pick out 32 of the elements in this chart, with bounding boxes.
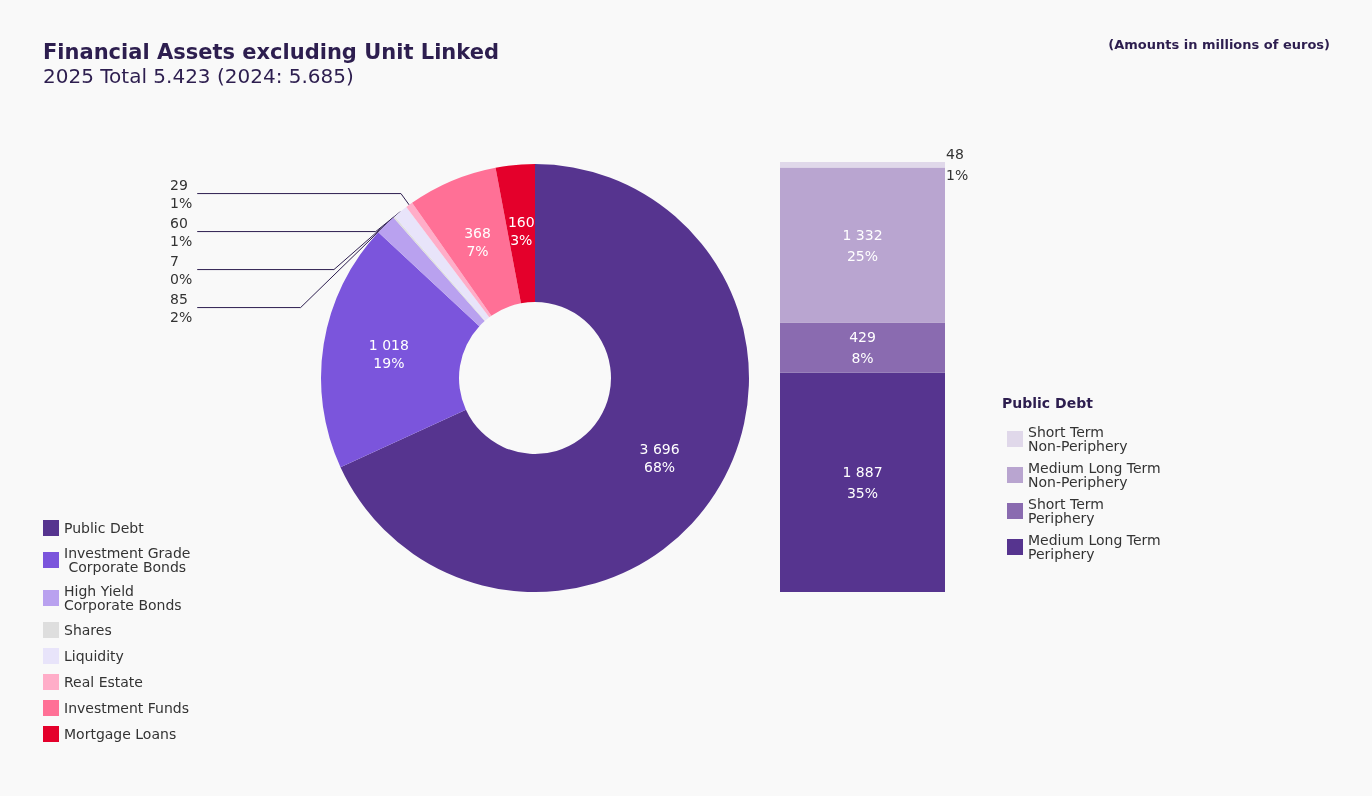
bar: [780, 372, 945, 592]
legend-label: Medium Long Term Periphery: [1028, 532, 1166, 562]
legend-label: Short Term Non-Periphery: [1028, 424, 1128, 454]
data-label: 160 3%: [507, 213, 535, 248]
legend-title: Public Debt: [1002, 395, 1094, 411]
legend-label: Medium Long Term Non-Periphery: [1028, 460, 1166, 490]
data-label: 1 887 35%: [842, 463, 883, 501]
legend-label: Public Debt: [64, 520, 145, 536]
data-label: 60 1%: [170, 214, 193, 249]
legend-label: Mortgage Loans: [64, 726, 177, 742]
data-label: 1 332 25%: [842, 226, 883, 264]
legend-label: Investment Grade Corporate Bonds: [64, 545, 191, 575]
legend-label: Real Estate: [64, 674, 143, 690]
text: (Amounts in millions of euros): [1108, 37, 1330, 52]
data-label: 429 8%: [849, 329, 876, 367]
data-label: 7 0%: [170, 252, 193, 287]
legend-label: Shares: [64, 622, 112, 638]
data-label: 368 7%: [464, 224, 491, 259]
legend-label: Investment Funds: [64, 700, 189, 716]
legend-label: Short Term Periphery: [1028, 496, 1109, 526]
data-label: 85 2%: [170, 290, 193, 325]
data-label: 3 696 68%: [639, 440, 680, 475]
legend-label: Liquidity: [64, 648, 124, 664]
data-label: 29 1%: [170, 176, 193, 211]
bar: [780, 162, 945, 168]
data-label: 48 1%: [946, 146, 969, 184]
bar: [780, 167, 945, 323]
chart-title: Financial Assets excluding Unit Linked: [43, 39, 499, 64]
chart-subtitle: 2025 Total 5.423 (2024: 5.685): [43, 64, 354, 88]
bar: [780, 322, 945, 373]
data-label: 1 018 19%: [368, 337, 409, 372]
legend-label: High Yield Corporate Bonds: [64, 583, 182, 613]
